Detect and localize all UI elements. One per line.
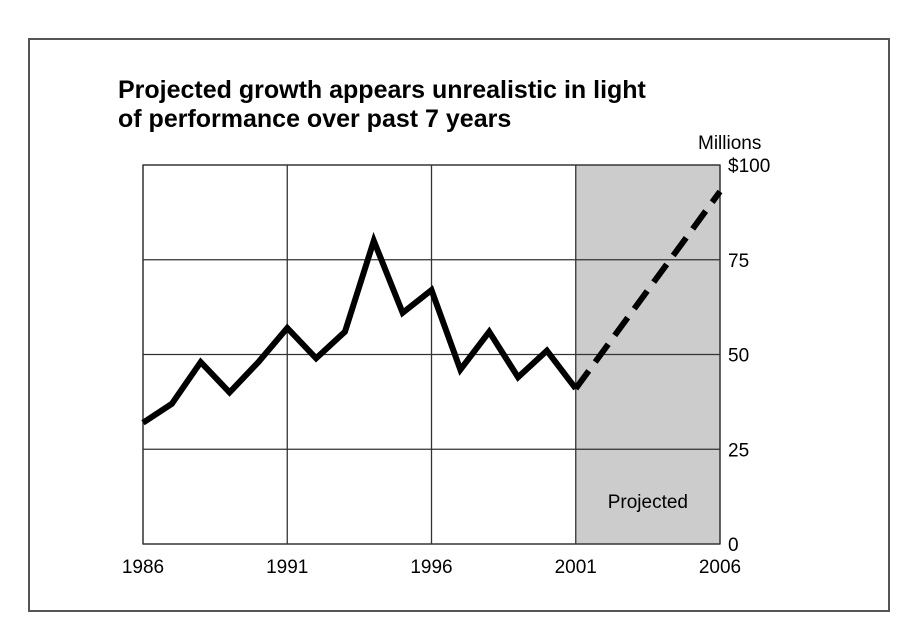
actual-series-line <box>141 231 579 426</box>
chart-frame <box>28 38 890 612</box>
x-tick-label: 1991 <box>266 557 308 578</box>
chart-title-line-1: Projected growth appears unrealistic in … <box>118 76 646 104</box>
y-tick-label: 0 <box>728 535 739 556</box>
x-tick-label: 2006 <box>699 557 741 578</box>
y-tick-label: 25 <box>728 440 749 461</box>
x-tick-label: 1986 <box>122 557 164 578</box>
projected-region-label: Projected <box>608 492 688 513</box>
plot-border <box>142 164 721 545</box>
y-tick-label: 50 <box>728 346 749 367</box>
y-tick-label: $100 <box>728 156 770 177</box>
chart-title-line-2: of performance over past 7 years <box>118 105 512 133</box>
projected-series-line <box>573 189 723 391</box>
y-tick-label: 75 <box>728 251 749 272</box>
x-tick-label: 2001 <box>555 557 597 578</box>
y-axis-label: Millions <box>698 133 761 154</box>
x-tick-label: 1996 <box>410 557 452 578</box>
chart-title: Projected growth appears unrealistic in … <box>118 76 646 134</box>
